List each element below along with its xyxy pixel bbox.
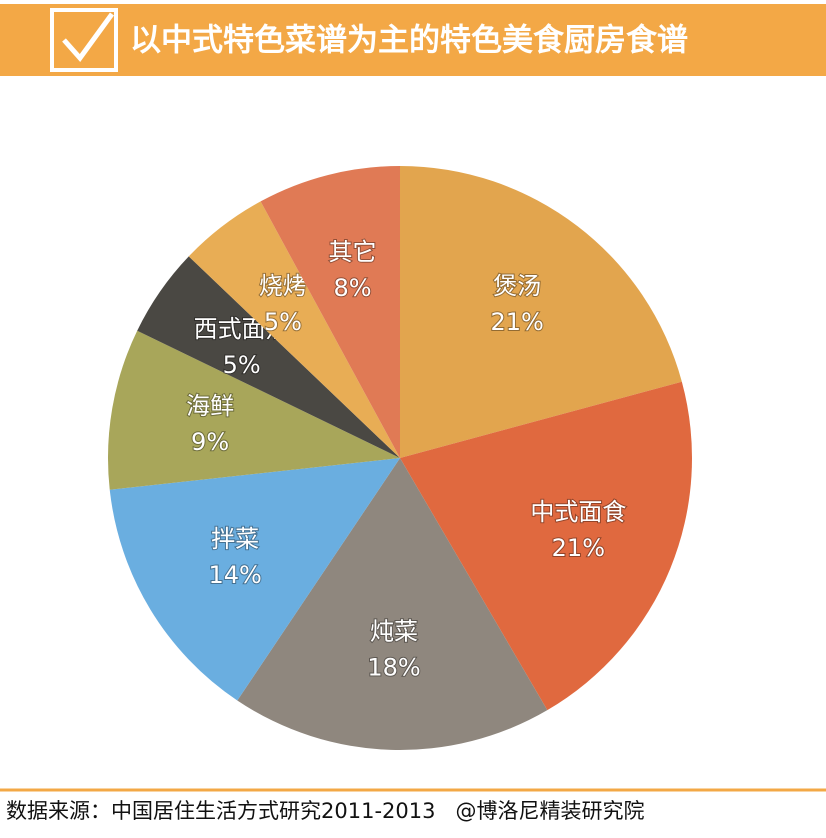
value-label: 9% [191, 428, 229, 456]
value-label: 5% [223, 351, 261, 379]
slice-label: 煲汤 [493, 272, 541, 300]
pie-slice [400, 381, 692, 711]
pie-slice [107, 330, 400, 490]
check-box [50, 8, 118, 72]
value-label: 21% [552, 534, 605, 562]
slice-label: 烧烤 [259, 272, 307, 300]
value-label: 8% [333, 274, 371, 302]
slice-label: 中式面食 [530, 498, 626, 526]
pie-slice [237, 458, 548, 750]
slice-label: 炖菜 [370, 618, 418, 646]
slice-label: 海鲜 [186, 392, 234, 420]
pie-slice [137, 256, 400, 458]
chart-title: 以中式特色菜谱为主的特色美食厨房食谱 [130, 23, 688, 59]
value-label: 14% [208, 561, 261, 589]
pie-slice [109, 458, 400, 701]
check-mark [62, 12, 115, 62]
pie-slice [188, 201, 400, 459]
value-label: 21% [490, 308, 543, 336]
pie-slice [400, 166, 682, 458]
pie-slice [260, 166, 400, 458]
source-note: 数据来源：中国居住生活方式研究2011-2013 @博洛尼精装研究院 [6, 799, 645, 823]
value-label: 5% [264, 308, 302, 336]
slice-label: 其它 [329, 238, 377, 266]
value-label: 18% [367, 654, 420, 682]
title-bar [0, 4, 826, 76]
slice-label: 拌菜 [211, 525, 259, 553]
